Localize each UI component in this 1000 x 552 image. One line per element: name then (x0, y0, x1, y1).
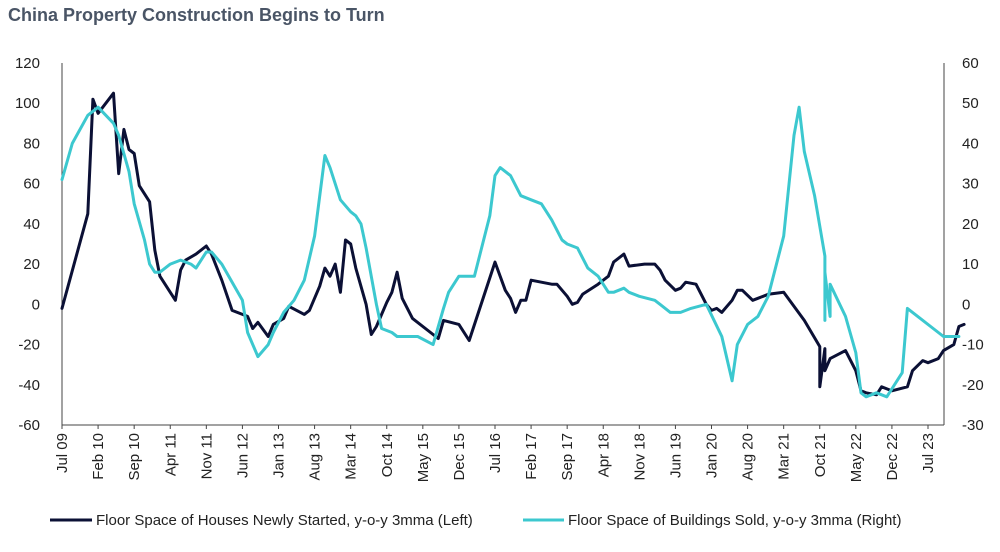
legend-label-buildings-sold: Floor Space of Buildings Sold, y-o-y 3mm… (568, 512, 901, 529)
chart-series (60, 91, 966, 399)
x-tick-label: Jun 19 (667, 433, 684, 478)
right-y-tick-label: 20 (962, 216, 979, 233)
left-y-tick-label: 80 (23, 135, 40, 152)
right-y-tick-label: 10 (962, 256, 979, 273)
x-tick-label: Dec 22 (884, 433, 901, 481)
legend-label-houses-newly-started: Floor Space of Houses Newly Started, y-o… (96, 512, 473, 529)
left-y-tick-label: 120 (15, 55, 40, 72)
right-y-tick-label: -30 (962, 417, 984, 434)
x-tick-label: Mar 21 (776, 433, 793, 480)
x-tick-label: Aug 20 (740, 433, 757, 481)
left-y-tick-label: 20 (23, 256, 40, 273)
series-line-houses-newly-started (60, 91, 966, 397)
right-y-tick-label: 50 (962, 95, 979, 112)
x-tick-label: May 15 (415, 433, 432, 482)
right-y-tick-label: 40 (962, 135, 979, 152)
x-tick-label: Jun 12 (234, 433, 251, 478)
right-y-tick-label: 30 (962, 176, 979, 193)
left-y-tick-label: -60 (18, 417, 40, 434)
x-tick-label: Nov 18 (631, 433, 648, 481)
x-tick-label: Jul 23 (920, 433, 937, 473)
left-y-tick-label: 40 (23, 216, 40, 233)
left-y-tick-label: -40 (18, 377, 40, 394)
chart-axes: 120100806040200-20-40-606050403020100-10… (15, 55, 984, 482)
right-y-tick-label: -20 (962, 377, 984, 394)
x-tick-label: Feb 17 (523, 433, 540, 480)
x-tick-label: Sep 17 (559, 433, 576, 481)
right-y-tick-label: 60 (962, 55, 979, 72)
right-y-tick-label: 0 (962, 296, 970, 313)
x-tick-label: Dec 15 (451, 433, 468, 481)
x-tick-label: Oct 14 (379, 433, 396, 477)
chart-legend: Floor Space of Houses Newly Started, y-o… (50, 512, 901, 529)
chart-title: China Property Construction Begins to Tu… (8, 5, 385, 25)
x-tick-label: May 22 (848, 433, 865, 482)
right-y-tick-label: -10 (962, 337, 984, 354)
x-tick-label: Jul 09 (54, 433, 71, 473)
x-tick-label: Mar 14 (343, 433, 360, 480)
x-tick-label: Oct 21 (812, 433, 829, 477)
x-tick-label: Jul 16 (487, 433, 504, 473)
left-y-tick-label: 0 (32, 296, 40, 313)
series-line-buildings-sold (60, 105, 961, 399)
left-y-tick-label: 100 (15, 95, 40, 112)
x-tick-label: Apr 11 (162, 433, 179, 476)
x-tick-label: Feb 10 (90, 433, 107, 480)
left-y-tick-label: -20 (18, 337, 40, 354)
x-tick-label: Jan 13 (271, 433, 288, 478)
x-tick-label: Nov 11 (198, 433, 215, 479)
x-tick-label: Sep 10 (126, 433, 143, 481)
left-y-tick-label: 60 (23, 176, 40, 193)
x-tick-label: Apr 18 (595, 433, 612, 477)
x-tick-label: Aug 13 (307, 433, 324, 481)
x-tick-label: Jan 20 (704, 433, 721, 478)
